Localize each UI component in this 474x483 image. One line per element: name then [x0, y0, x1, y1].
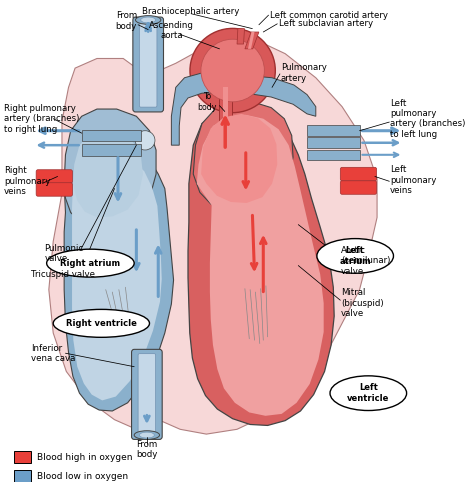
Text: To
body: To body	[198, 92, 217, 112]
Text: Right pulmonary
artery (branches)
to right lung: Right pulmonary artery (branches) to rig…	[4, 104, 80, 134]
Text: Pulmonary
artery: Pulmonary artery	[281, 63, 327, 83]
Polygon shape	[245, 32, 259, 49]
Polygon shape	[307, 138, 360, 148]
Text: Mitral
(bicuspid)
valve: Mitral (bicuspid) valve	[341, 288, 384, 318]
Ellipse shape	[201, 39, 264, 102]
Text: Aortic
(semilunar)
valve: Aortic (semilunar) valve	[341, 246, 391, 276]
FancyBboxPatch shape	[14, 470, 31, 483]
Text: Tricuspid valve: Tricuspid valve	[31, 270, 95, 279]
Polygon shape	[72, 154, 162, 400]
Text: Right ventricle: Right ventricle	[66, 319, 137, 328]
FancyBboxPatch shape	[14, 451, 31, 464]
Text: Right atrium: Right atrium	[60, 259, 120, 268]
Polygon shape	[307, 150, 360, 160]
Ellipse shape	[317, 239, 393, 273]
Text: Left
ventricle: Left ventricle	[347, 384, 390, 403]
Polygon shape	[188, 108, 334, 426]
Ellipse shape	[136, 15, 161, 24]
Text: Left common carotid artery: Left common carotid artery	[270, 11, 388, 20]
Text: Pulmonic
valve: Pulmonic valve	[45, 244, 83, 263]
Text: Ascending
aorta: Ascending aorta	[149, 21, 194, 40]
Polygon shape	[64, 109, 156, 227]
Text: Blood high in oxygen: Blood high in oxygen	[36, 453, 132, 462]
Polygon shape	[237, 28, 245, 44]
Text: Inferior
vena cava: Inferior vena cava	[31, 343, 76, 363]
Ellipse shape	[53, 310, 149, 337]
Polygon shape	[223, 87, 228, 164]
Ellipse shape	[46, 249, 134, 277]
Ellipse shape	[139, 432, 155, 438]
FancyBboxPatch shape	[132, 349, 162, 440]
Polygon shape	[307, 126, 360, 136]
Text: Brachiocephalic artery: Brachiocephalic artery	[142, 7, 240, 16]
Text: Left
pulmonary
veins: Left pulmonary veins	[390, 165, 437, 195]
Text: Right
pulmonary
veins: Right pulmonary veins	[4, 166, 51, 196]
Text: Left subclavian artery: Left subclavian artery	[279, 19, 373, 28]
FancyBboxPatch shape	[133, 17, 164, 112]
Polygon shape	[248, 32, 255, 49]
Polygon shape	[82, 144, 141, 156]
Polygon shape	[82, 130, 141, 142]
Ellipse shape	[135, 131, 155, 150]
Polygon shape	[201, 114, 277, 203]
Text: From
body: From body	[136, 440, 157, 459]
Polygon shape	[64, 145, 173, 411]
FancyBboxPatch shape	[36, 183, 73, 196]
Polygon shape	[172, 73, 316, 145]
FancyBboxPatch shape	[139, 20, 157, 107]
Text: From
body: From body	[116, 11, 137, 30]
Text: Left
atrium: Left atrium	[339, 246, 371, 266]
FancyBboxPatch shape	[340, 167, 377, 181]
FancyBboxPatch shape	[36, 170, 73, 183]
FancyBboxPatch shape	[340, 181, 377, 194]
Polygon shape	[73, 131, 143, 217]
Ellipse shape	[330, 376, 407, 411]
Ellipse shape	[134, 431, 160, 440]
Polygon shape	[197, 115, 324, 416]
Ellipse shape	[141, 17, 155, 23]
Polygon shape	[49, 34, 377, 434]
Polygon shape	[193, 102, 293, 212]
FancyBboxPatch shape	[138, 354, 155, 435]
Text: Left
pulmonary
artery (branches)
to left lung: Left pulmonary artery (branches) to left…	[390, 99, 465, 139]
Polygon shape	[219, 87, 232, 167]
Ellipse shape	[190, 28, 275, 113]
Text: Blood low in oxygen: Blood low in oxygen	[36, 472, 128, 481]
